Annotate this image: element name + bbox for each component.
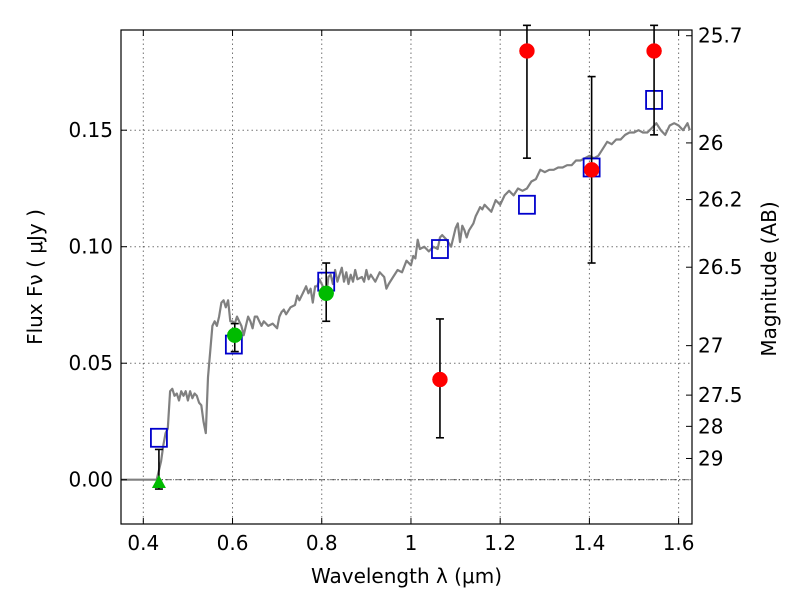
model-spectrum-line — [121, 122, 691, 481]
observed-flux-point — [583, 162, 600, 178]
observed-flux-point — [646, 43, 662, 59]
y2-axis-label: Magnitude (AB) — [757, 201, 781, 356]
x-tick-label: 1.2 — [484, 531, 516, 555]
y2-tick-label: 27.5 — [698, 383, 743, 407]
observed-flux-point — [519, 43, 535, 59]
y2-tick-label: 26 — [698, 131, 723, 155]
tick-layer: 0.4 0.6 0.8 1 1.2 1.4 1.6 0.00 0.05 0.10 0.15 25.7 2… — [68, 24, 742, 555]
x-tick-label: 1.4 — [573, 531, 605, 555]
upper-limit-triangle — [151, 475, 166, 489]
plot-frame — [120, 29, 693, 525]
y2-tick-label: 29 — [698, 446, 723, 470]
y2-tick-label: 26.2 — [698, 188, 743, 212]
observed-flux-point — [432, 371, 448, 388]
observed-flux-point — [227, 327, 243, 344]
model-photometry-square — [518, 194, 536, 215]
x-axis-label: Wavelength λ (μm) — [311, 564, 502, 588]
y2-tick-label: 25.7 — [698, 24, 743, 48]
model-spectrum-layer — [121, 122, 691, 481]
marker-layer — [150, 24, 663, 490]
y2-tick-label: 28 — [698, 414, 723, 438]
model-photometry-square — [150, 427, 168, 448]
label-layer: Wavelength λ (μm) Flux Fν ( μJy ) Magnit… — [23, 201, 781, 588]
y-tick-label: 0.00 — [68, 468, 113, 492]
observed-flux-point — [318, 285, 334, 302]
x-tick-label: 1.6 — [663, 531, 695, 555]
x-tick-label: 1 — [405, 531, 418, 555]
x-tick-label: 0.8 — [306, 531, 338, 555]
x-tick-label: 0.4 — [127, 531, 159, 555]
y-tick-label: 0.15 — [68, 118, 113, 142]
y2-tick-label: 27 — [698, 334, 723, 358]
grid-layer — [121, 30, 692, 524]
model-photometry-square — [431, 239, 449, 259]
y-tick-label: 0.10 — [68, 235, 113, 259]
y-axis-label: Flux Fν ( μJy ) — [23, 209, 47, 345]
x-tick-label: 0.6 — [217, 531, 249, 555]
y-tick-label: 0.05 — [68, 351, 113, 375]
y2-tick-label: 26.5 — [698, 255, 743, 279]
